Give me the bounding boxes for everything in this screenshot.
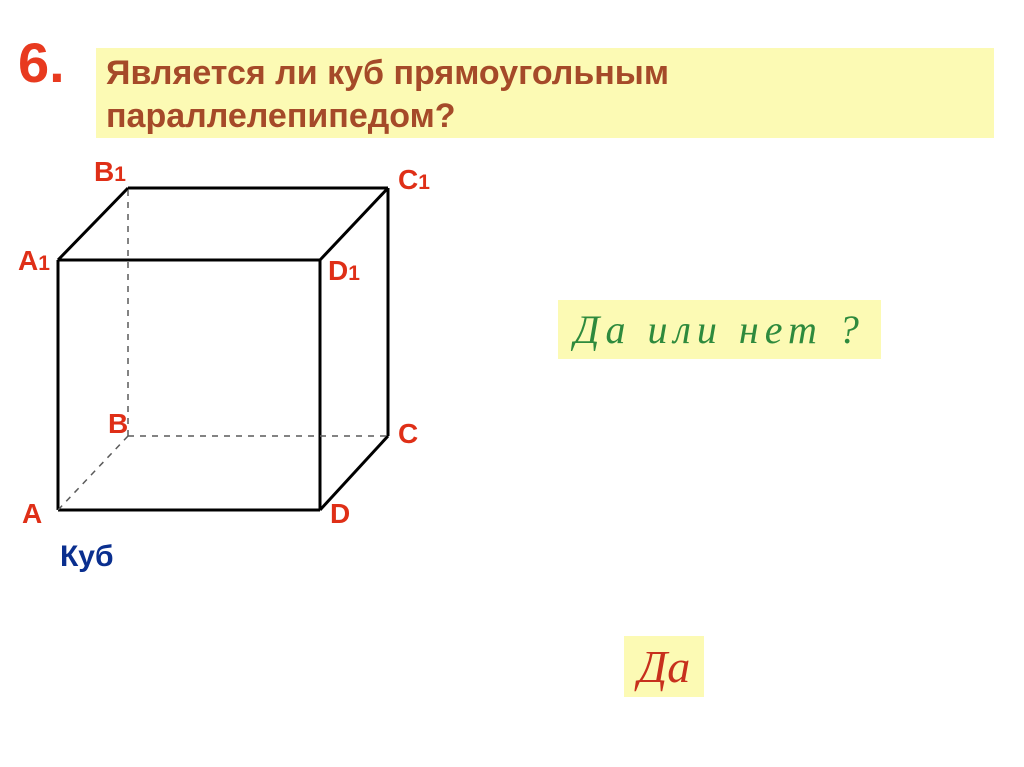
vertex-label-D1: D1: [328, 255, 360, 287]
vertex-label-A1: A1: [18, 245, 50, 277]
vertex-label-C1: C1: [398, 164, 430, 196]
prompt-box: Да или нет ?: [558, 300, 881, 359]
vertex-label-B1: B1: [94, 156, 126, 188]
answer-box: Да: [624, 636, 704, 697]
answer-text: Да: [638, 641, 690, 692]
cube-diagram: [0, 0, 1024, 767]
vertex-label-B: B: [108, 408, 128, 440]
slide: { "colors": { "background": "#ffffff", "…: [0, 0, 1024, 767]
prompt-text: Да или нет ?: [574, 307, 865, 352]
cube-caption: Куб: [60, 540, 114, 574]
vertex-label-A: A: [22, 498, 42, 530]
vertex-label-D: D: [330, 498, 350, 530]
vertex-label-C: C: [398, 418, 418, 450]
